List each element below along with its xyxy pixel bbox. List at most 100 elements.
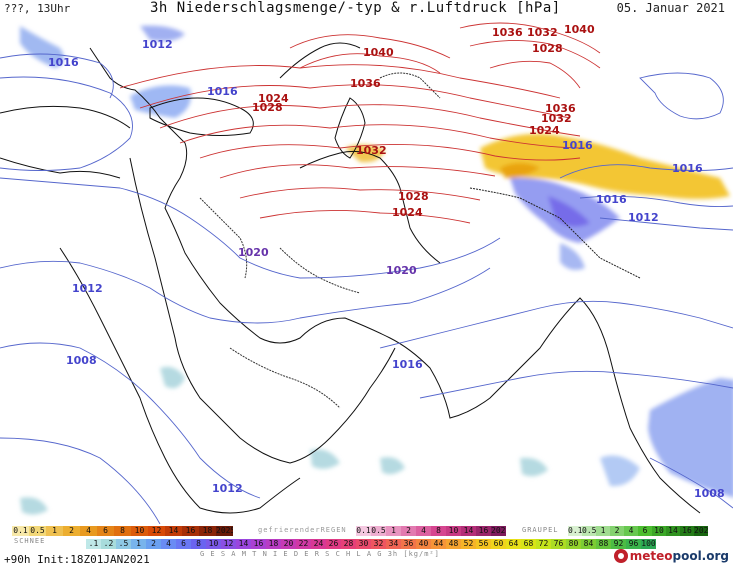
isobar-label: 1016 — [672, 162, 703, 175]
coastline-redsea-west — [59, 247, 301, 514]
isobar — [219, 164, 496, 179]
meteopool-logo-icon — [613, 549, 628, 563]
legend-cell: 0.1 — [12, 526, 29, 536]
isobar-label: 1032 — [541, 112, 572, 125]
isobar-labels: 1012 1016 1016 1024 1028 1040 1036 1036 … — [48, 23, 725, 500]
legend-cell: 2 — [610, 526, 624, 536]
legend-cell: 16 — [182, 526, 199, 536]
legend-cell: 4 — [624, 526, 638, 536]
legend-cell: 28 — [341, 539, 356, 549]
caspian-sea — [334, 97, 366, 159]
legend-cell: 16 — [680, 526, 694, 536]
weather-map[interactable]: 1012 1016 1016 1024 1028 1040 1036 1036 … — [0, 18, 733, 524]
isobar-label: 1016 — [562, 139, 593, 152]
legend-cell: 6 — [97, 526, 114, 536]
coastline-main — [89, 47, 701, 514]
border-himalaya — [469, 187, 641, 279]
legend-cell: 1 — [386, 526, 401, 536]
legend-cell: 22 — [296, 539, 311, 549]
legend-cell: 92 — [611, 539, 626, 549]
legend-cell: 68 — [521, 539, 536, 549]
isobar-label: 1024 — [529, 124, 560, 137]
precip-area — [20, 497, 48, 515]
legend-cell: 6 — [176, 539, 191, 549]
isobar — [559, 164, 733, 179]
isobar — [289, 34, 451, 59]
border-saudi — [229, 347, 341, 409]
isobar-label: 1016 — [207, 85, 238, 98]
isobar — [259, 209, 471, 224]
legend-cell: 6 — [638, 526, 652, 536]
logo-suffix: pool.org — [672, 549, 729, 563]
legend-cell: 36 — [401, 539, 416, 549]
isobar-label: 1012 — [72, 282, 103, 295]
legend-cell: 10 — [131, 526, 148, 536]
legend-cell: 2 — [401, 526, 416, 536]
legend-cell: 0.5 — [371, 526, 386, 536]
isobar — [0, 177, 501, 279]
isobar — [0, 260, 491, 324]
isobar — [599, 217, 733, 231]
legend-snow-label: SCHNEE — [14, 537, 46, 545]
isobar-label: 1028 — [252, 101, 283, 114]
legend-cell: 0.5 — [582, 526, 596, 536]
legend-cell: 64 — [506, 539, 521, 549]
precip-area — [140, 25, 185, 42]
legend-cell: 34 — [386, 539, 401, 549]
isobar — [139, 84, 571, 119]
legend-cell: 2 — [146, 539, 161, 549]
legend-cell: 18 — [266, 539, 281, 549]
isobar-label: 1012 — [212, 482, 243, 495]
legend-cell: 2 — [63, 526, 80, 536]
legend-cell: 30 — [356, 539, 371, 549]
legend-cell: 96 — [626, 539, 641, 549]
legend-graupel-scale: 0.10.512461014162025+ — [568, 526, 708, 536]
border-iran — [199, 197, 248, 279]
legend-freezing-rain-scale: 0.10.512481014162025+ — [356, 526, 506, 536]
logo-prefix: meteo — [629, 549, 673, 563]
isobar-label: 1020 — [238, 246, 269, 259]
legend-cell: 10 — [446, 526, 461, 536]
legend-cell: 4 — [80, 526, 97, 536]
meteopool-logo[interactable]: meteopool.org — [613, 549, 729, 563]
legend-cell: 14 — [461, 526, 476, 536]
isobar — [239, 187, 481, 201]
border-gulf — [279, 247, 361, 294]
coastline-med-north — [0, 105, 131, 129]
isobar — [469, 40, 601, 69]
precip-area — [520, 457, 548, 477]
precip-area — [600, 455, 640, 487]
coastline-arabia — [129, 157, 396, 464]
legend-cell: 72 — [536, 539, 551, 549]
coastlines — [0, 42, 701, 514]
isobar-label: 1016 — [596, 193, 627, 206]
isobar-label: 1024 — [258, 92, 289, 105]
legend-cell: 18 — [199, 526, 216, 536]
legend-cell: 8 — [114, 526, 131, 536]
legend-cell: 76 — [551, 539, 566, 549]
legend-cell: 8 — [191, 539, 206, 549]
legend-cell: 0.1 — [568, 526, 582, 536]
isobar-label: 1008 — [66, 354, 97, 367]
legend-total-label: G E S A M T N I E D E R S C H L A G 3h [… — [200, 550, 440, 558]
precip-area — [560, 243, 585, 270]
isobar — [489, 60, 581, 89]
isobar — [0, 53, 114, 99]
isobar-label: 1036 — [350, 77, 381, 90]
legend-cell: 0.5 — [29, 526, 46, 536]
legend-cell: 8 — [431, 526, 446, 536]
legend-graupel-label: GRAUPEL — [522, 526, 559, 534]
isobar — [199, 143, 581, 161]
legend-cell: 80 — [566, 539, 581, 549]
precip-area — [380, 457, 405, 475]
isobars-high — [119, 22, 601, 224]
legend-cell: .5 — [116, 539, 131, 549]
valid-date: 05. Januar 2021 — [616, 1, 725, 15]
isobar — [379, 300, 733, 349]
map-background — [0, 18, 733, 524]
legend-cell: 0.1 — [356, 526, 371, 536]
isobar-label: 1036 — [545, 102, 576, 115]
isobar — [299, 53, 441, 74]
